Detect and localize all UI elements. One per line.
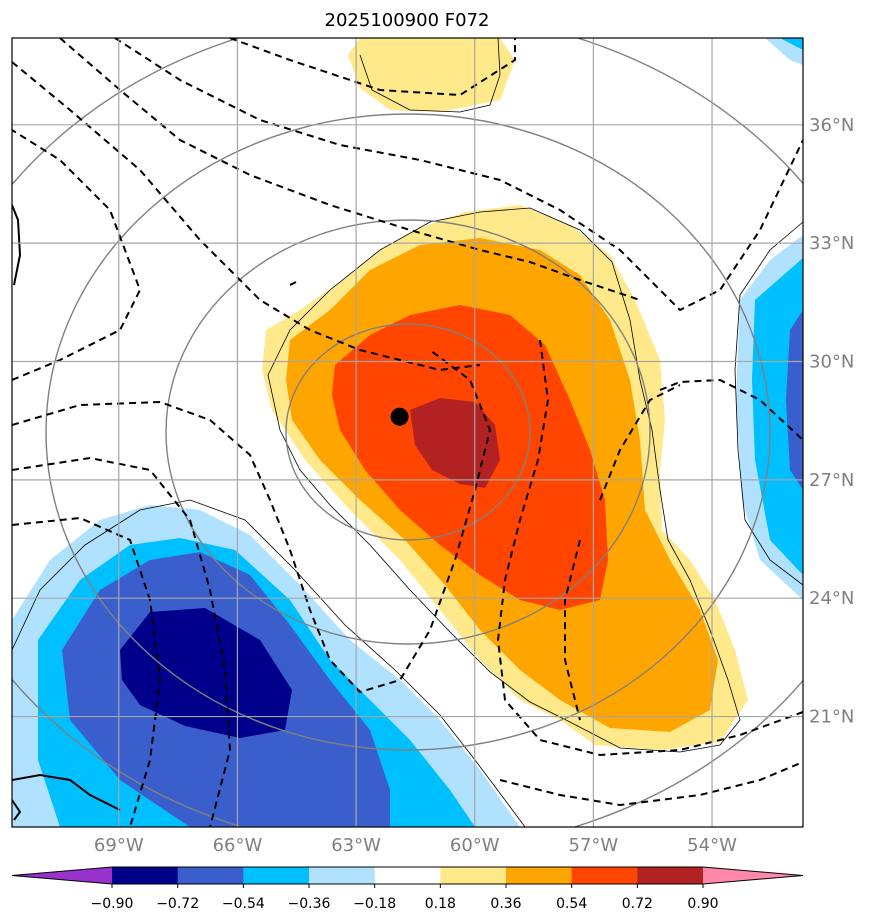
y-tick-label: 33°N	[809, 233, 854, 254]
coastline-southwest	[12, 773, 121, 811]
x-tick-label: 66°W	[213, 835, 263, 856]
storm-center-marker	[390, 407, 409, 426]
dashed-contours	[12, 38, 803, 827]
y-tick-label: 27°N	[809, 470, 854, 491]
colorbar-level-label: −0.36	[288, 896, 331, 912]
x-axis-ticks: 69°W 66°W 63°W 60°W 57°W 54°W	[94, 835, 737, 856]
x-tick-label: 60°W	[450, 835, 500, 856]
x-tick-label: 57°W	[569, 835, 619, 856]
dashed-contour-4	[229, 38, 516, 97]
dashed-contour-14	[289, 281, 297, 286]
colorbar-level-label: −0.72	[156, 896, 199, 912]
colorbar: −0.90 −0.72 −0.54 −0.36 −0.18 0.18 0.36 0.54 0.7…	[11, 866, 804, 912]
dashed-contour-9	[496, 339, 803, 757]
dashed-contour-11	[599, 384, 681, 501]
thin-contour-east	[734, 221, 803, 586]
colorbar-segment	[309, 867, 376, 884]
thin-contour-north	[359, 38, 501, 113]
colorbar-level-label: 0.18	[425, 896, 456, 912]
colorbar-level-label: 0.54	[556, 896, 587, 912]
thin-contour-warm	[267, 207, 741, 753]
colorbar-level-label: −0.18	[353, 896, 396, 912]
map-frame	[11, 37, 804, 828]
colorbar-segment	[374, 867, 441, 884]
fill-ne-cool-corner-inner	[780, 38, 803, 50]
thin-outline-contours	[12, 38, 803, 827]
colorbar-segment	[506, 867, 573, 884]
gray-contour-ring-2	[165, 219, 651, 645]
gridlines	[12, 38, 803, 827]
dashed-contour-6	[12, 349, 492, 694]
y-tick-label: 24°N	[809, 588, 854, 609]
colorbar-extend-low	[12, 867, 112, 884]
dashed-contour-1	[12, 61, 481, 372]
dashed-contour-5	[12, 129, 142, 381]
gray-contour-ring-1	[285, 323, 531, 541]
dashed-contour-7	[12, 456, 232, 827]
chart-title: 2025100900 F072	[325, 10, 490, 31]
colorbar-level-label: 0.72	[622, 896, 653, 912]
dashed-contour-2	[59, 38, 641, 301]
colorbar-segment	[440, 867, 507, 884]
colorbar-segment	[243, 867, 310, 884]
dashed-contour-10	[659, 378, 803, 441]
dashed-contour-3	[114, 38, 803, 312]
coastlines	[12, 204, 121, 821]
fill-level-neg-0-72	[120, 608, 292, 738]
coastline-sw-island	[12, 799, 22, 821]
dashed-contour-13	[499, 761, 803, 807]
map-plot-area	[11, 37, 804, 828]
colorbar-level-label: −0.54	[222, 896, 265, 912]
colorbar-segment	[571, 867, 638, 884]
colorbar-extend-high	[703, 867, 803, 884]
x-tick-label: 63°W	[331, 835, 381, 856]
fill-level-0-72	[410, 398, 500, 488]
coastline-west	[12, 204, 22, 286]
y-tick-label: 36°N	[809, 115, 854, 136]
y-tick-label: 30°N	[809, 351, 854, 372]
colorbar-level-label: −0.90	[91, 896, 134, 912]
x-tick-label: 54°W	[687, 835, 737, 856]
dashed-contour-8	[12, 516, 162, 827]
colorbar-segment	[177, 867, 244, 884]
x-tick-label: 69°W	[94, 835, 144, 856]
colorbar-segment	[637, 867, 704, 884]
dashed-contour-12	[564, 539, 581, 721]
y-tick-label: 21°N	[809, 707, 854, 728]
y-axis-ticks: 36°N 33°N 30°N 27°N 24°N 21°N	[809, 115, 854, 728]
gray-circular-contours	[12, 38, 803, 827]
colorbar-level-label: 0.90	[687, 896, 718, 912]
fill-east-cool-0-54	[786, 310, 803, 490]
fill-north-warm-patch	[348, 38, 515, 112]
colorbar-level-label: 0.36	[490, 896, 521, 912]
gray-contour-ring-3	[45, 113, 771, 751]
colorbar-segment	[112, 867, 179, 884]
